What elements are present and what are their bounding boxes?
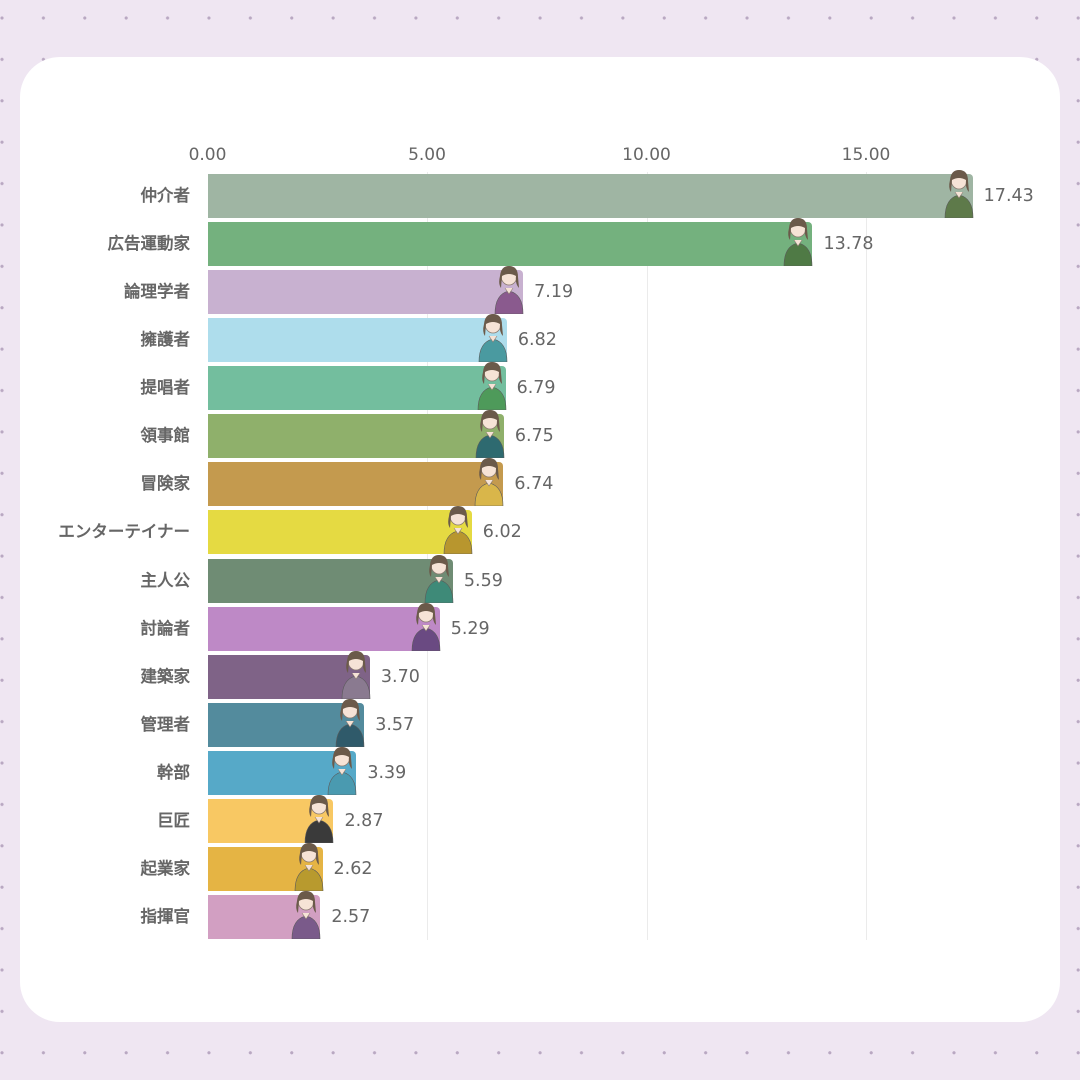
category-label: 討論者 [140, 618, 191, 638]
value-label: 3.70 [380, 666, 420, 687]
category-label: 仲介者 [140, 186, 191, 205]
value-label: 13.78 [823, 234, 874, 255]
character-illustration-icon [411, 602, 441, 651]
bar [207, 414, 504, 459]
bar-row: 広告運動家 13.78 [0, 218, 1080, 267]
character-illustration-icon [424, 554, 454, 603]
character-illustration-icon [335, 698, 365, 747]
category-label: エンターテイナー [58, 522, 190, 542]
character-illustration-icon [292, 891, 321, 940]
bar-row: 冒険家 6.74 [0, 458, 1080, 507]
value-label: 6.75 [514, 426, 554, 447]
x-axis-tick-label: 15.00 [841, 145, 891, 165]
character-illustration-icon [475, 410, 505, 459]
x-axis-tick-label: 10.00 [622, 145, 671, 165]
category-label: 提唱者 [140, 378, 191, 398]
bar-row: 指揮官 2.57 [0, 891, 1080, 940]
character-illustration-icon [475, 458, 504, 507]
x-axis-tick-label: 0.00 [188, 145, 227, 165]
bar-row: 論理学者 7.19 [0, 266, 1080, 315]
character-illustration-icon [478, 314, 508, 363]
character-illustration-icon [328, 746, 357, 795]
value-label: 6.74 [514, 474, 554, 495]
category-label: 巨匠 [157, 810, 190, 830]
bar-row: 管理者 3.57 [0, 698, 1080, 747]
bar-row: 起業家 2.62 [0, 842, 1080, 891]
gridline [427, 172, 428, 940]
value-label: 6.82 [517, 330, 557, 351]
value-label: 6.79 [516, 378, 556, 399]
value-label: 5.59 [463, 570, 503, 591]
category-label: 起業家 [140, 858, 191, 878]
character-illustration-icon [477, 362, 506, 411]
character-illustration-icon [443, 506, 473, 555]
category-label: 擁護者 [140, 330, 191, 350]
value-label: 7.19 [534, 282, 574, 303]
category-label: 冒険家 [140, 474, 191, 494]
category-label: 幹部 [157, 762, 190, 782]
bar-row: 主人公 5.59 [0, 554, 1080, 603]
value-label: 3.39 [367, 762, 407, 783]
bar [207, 606, 440, 651]
value-label: 17.43 [983, 186, 1034, 206]
bar-row: 提唱者 6.79 [0, 362, 1080, 411]
category-label: 指揮官 [140, 907, 191, 927]
gridline [646, 172, 648, 940]
value-label: 5.29 [450, 618, 490, 639]
bar [207, 270, 524, 315]
bar-row: 仲介者 17.43 [0, 170, 1080, 218]
bar-row: 巨匠 2.87 [0, 794, 1080, 843]
x-axis-tick-label: 5.00 [408, 145, 446, 165]
bar [207, 174, 973, 218]
value-label: 2.87 [344, 810, 384, 831]
bar [207, 510, 472, 555]
category-label: 論理学者 [124, 282, 190, 302]
character-illustration-icon [784, 218, 813, 267]
bar [207, 366, 506, 411]
bar [207, 318, 507, 363]
bar-row: 建築家 3.70 [0, 650, 1080, 699]
bar-row: 討論者 5.29 [0, 602, 1080, 651]
bar-row: 領事館 6.75 [0, 410, 1080, 459]
character-illustration-icon [305, 794, 334, 843]
character-illustration-icon [341, 650, 371, 699]
category-label: 管理者 [140, 714, 191, 734]
bar-row: 幹部 3.39 [0, 746, 1080, 795]
character-illustration-icon [494, 266, 524, 315]
character-illustration-icon [294, 842, 323, 891]
value-label: 3.57 [375, 714, 415, 735]
category-label: 建築家 [140, 666, 191, 686]
gridline [866, 172, 867, 940]
category-label: 領事館 [140, 426, 191, 446]
value-label: 6.02 [482, 522, 522, 543]
bar-row: 擁護者 6.82 [0, 314, 1080, 363]
bar-row: エンターテイナー 6.02 [0, 506, 1080, 555]
bar [207, 462, 504, 507]
category-label: 主人公 [140, 570, 191, 590]
value-label: 2.62 [333, 858, 373, 879]
category-label: 広告運動家 [107, 234, 191, 254]
bar [207, 222, 813, 267]
value-label: 2.57 [331, 907, 371, 928]
bar [207, 558, 453, 603]
character-illustration-icon [944, 170, 973, 218]
